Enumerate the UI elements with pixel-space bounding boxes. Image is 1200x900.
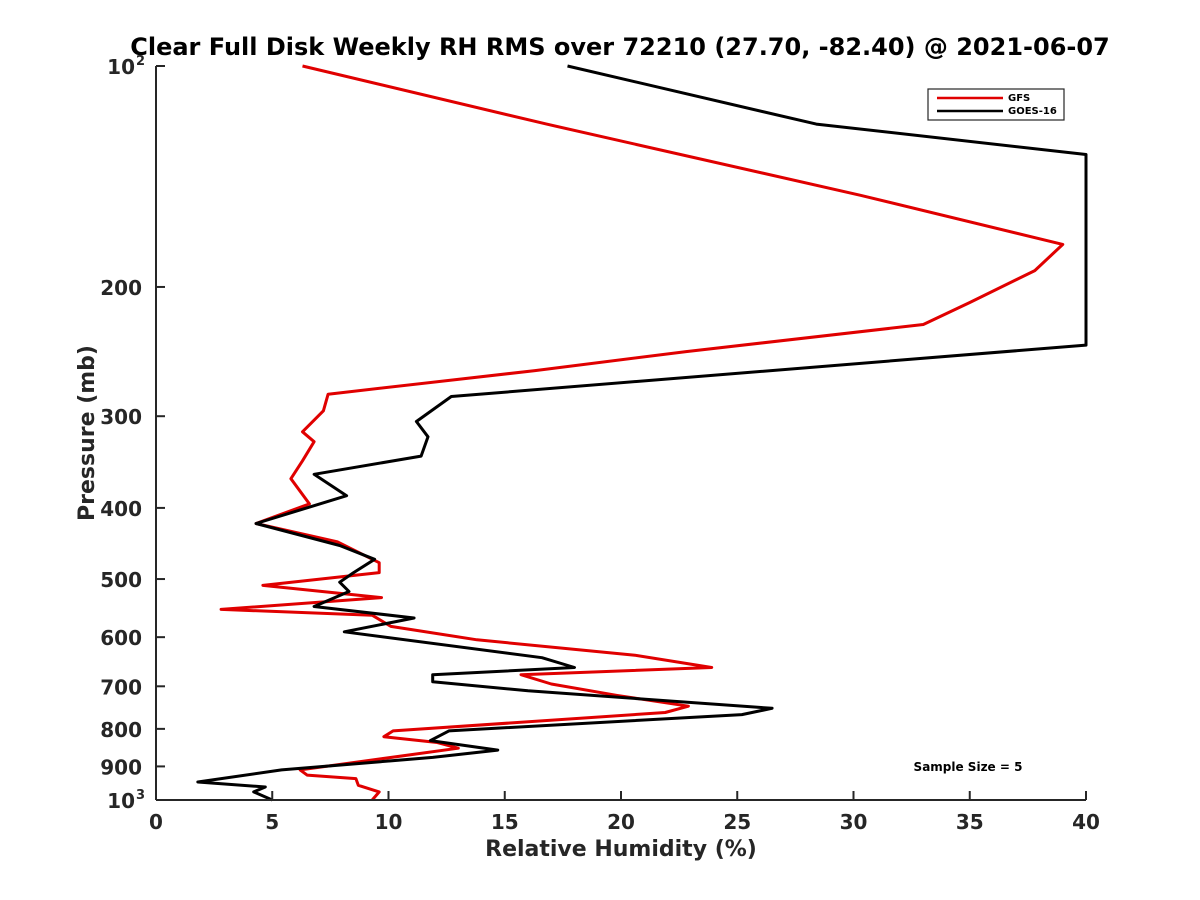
series-lines (196, 64, 1088, 802)
y-tick-label: 300 (100, 405, 142, 429)
y-tick-label: 700 (100, 675, 142, 699)
x-tick-label: 25 (723, 810, 751, 834)
legend: GFS GOES-16 (927, 88, 1065, 121)
y-tick-exponent: 2 (136, 54, 145, 69)
y-tick-label: 400 (100, 497, 142, 521)
y-tick-exponent: 3 (136, 788, 145, 803)
legend-label-gfs: GFS (1008, 93, 1030, 104)
y-axis-label: Pressure (mb) (75, 345, 100, 521)
y-tick-label: 10 (107, 789, 135, 813)
x-tick-label: 35 (956, 810, 984, 834)
y-tick-label: 200 (100, 276, 142, 300)
series-line-goes-16 (196, 64, 1088, 802)
y-tick-label: 800 (100, 718, 142, 742)
x-tick-label: 30 (840, 810, 868, 834)
chart-title: Clear Full Disk Weekly RH RMS over 72210… (130, 33, 1110, 61)
plot-area (156, 66, 1086, 800)
legend-label-goes-16: GOES-16 (1008, 106, 1057, 117)
x-tick-label: 20 (607, 810, 635, 834)
x-axis-label: Relative Humidity (%) (485, 837, 757, 862)
x-tick-label: 40 (1072, 810, 1100, 834)
x-ticks: 0 5 10 15 20 25 30 35 40 (149, 791, 1100, 834)
y-tick-label: 600 (100, 626, 142, 650)
x-tick-label: 0 (149, 810, 163, 834)
sample-size-annotation: Sample Size = 5 (914, 760, 1023, 774)
x-tick-label: 10 (375, 810, 403, 834)
x-tick-label: 15 (491, 810, 519, 834)
y-tick-label: 10 (107, 55, 135, 79)
series-line-gfs (219, 64, 1065, 801)
x-tick-label: 5 (265, 810, 279, 834)
y-tick-label: 900 (100, 755, 142, 779)
legend-box (927, 88, 1065, 121)
y-tick-label: 500 (100, 568, 142, 592)
